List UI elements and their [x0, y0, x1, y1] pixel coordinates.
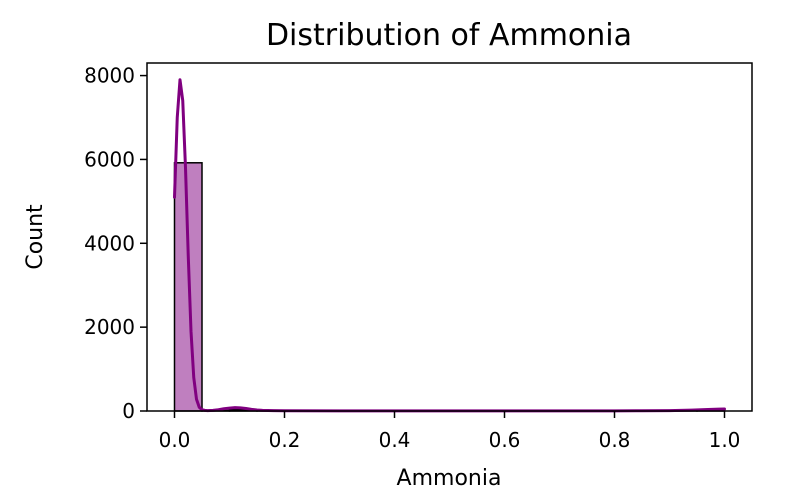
- plot-frame: [146, 62, 753, 412]
- chart-title: Distribution of Ammonia: [266, 18, 632, 53]
- y-tick-label: 2000: [84, 315, 135, 339]
- x-tick-label: 0.8: [599, 428, 631, 452]
- x-axis-label: Ammonia: [397, 466, 502, 491]
- x-tick-label: 0.6: [489, 428, 521, 452]
- y-axis-label: Count: [23, 204, 48, 270]
- kde-line: [173, 78, 726, 413]
- x-tick-label: 0.0: [159, 428, 191, 452]
- x-tick-label: 0.4: [379, 428, 411, 452]
- y-tick-label: 0: [122, 399, 135, 423]
- bars-layer: [173, 162, 726, 412]
- y-tick-label: 8000: [84, 64, 135, 88]
- x-tick-label: 0.2: [269, 428, 301, 452]
- kde-layer: [173, 78, 726, 413]
- y-tick-label: 4000: [84, 231, 135, 255]
- y-axis-ticks: 0 2000 4000 6000 8000: [84, 64, 147, 423]
- x-axis-ticks: 0.0 0.2 0.4 0.6 0.8 1.0: [159, 411, 741, 452]
- y-tick-label: 6000: [84, 147, 135, 171]
- x-tick-label: 1.0: [709, 428, 741, 452]
